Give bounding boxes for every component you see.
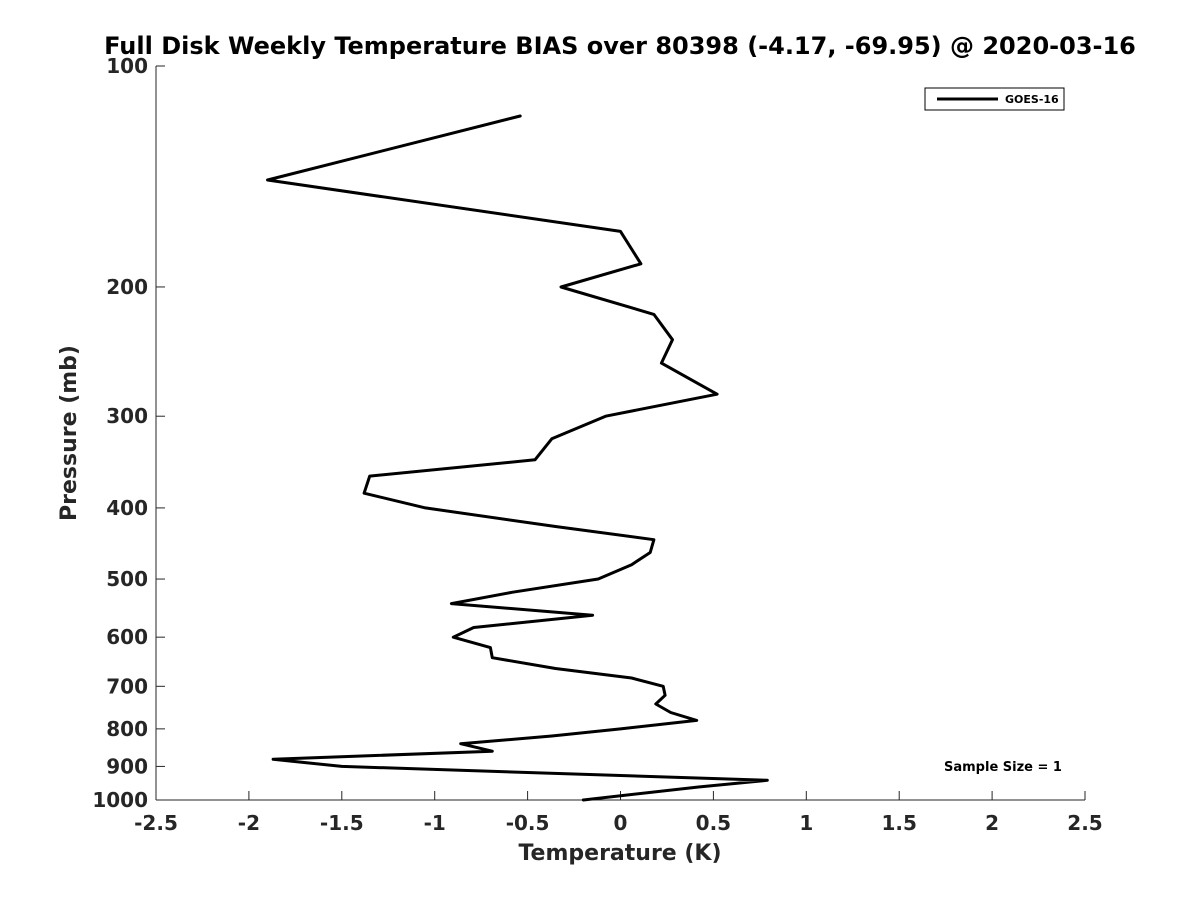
y-tick-label: 200 — [106, 275, 148, 299]
y-tick-label: 100 — [106, 54, 148, 78]
y-tick-label: 800 — [106, 717, 148, 741]
series-layer — [266, 114, 769, 802]
x-tick-label: 0.5 — [696, 811, 731, 835]
y-tick-label: 500 — [106, 567, 148, 591]
x-tick-label: 2 — [985, 811, 999, 835]
y-tick-label: 700 — [106, 674, 148, 698]
x-tick-label: -0.5 — [506, 811, 550, 835]
legend: GOES-16 — [924, 87, 1065, 111]
plot-axes — [155, 66, 1085, 801]
series-line-goes-16 — [266, 114, 769, 802]
x-axis-label: Temperature (K) — [518, 841, 721, 866]
y-tick-label: 400 — [106, 496, 148, 520]
x-axis-ticks: -2.5 -2 -1.5 -1 -0.5 0 0.5 1 1.5 2 2.5 — [134, 791, 1103, 835]
y-tick-label: 300 — [106, 404, 148, 428]
x-tick-label: -1.5 — [320, 811, 364, 835]
y-tick-label: 600 — [106, 625, 148, 649]
y-tick-label: 900 — [106, 754, 148, 778]
legend-label-goes-16: GOES-16 — [1005, 93, 1059, 106]
y-tick-label: 1000 — [92, 788, 148, 812]
y-axis-ticks: 100 200 300 400 500 600 700 800 900 1000 — [92, 54, 165, 812]
x-tick-label: -2.5 — [134, 811, 178, 835]
x-tick-label: 2.5 — [1067, 811, 1102, 835]
y-axis-label: Pressure (mb) — [57, 345, 82, 521]
chart-title: Full Disk Weekly Temperature BIAS over 8… — [104, 32, 1136, 60]
x-tick-label: -1 — [424, 811, 446, 835]
sample-size-annotation: Sample Size = 1 — [944, 760, 1062, 775]
x-tick-label: 1 — [799, 811, 813, 835]
x-tick-label: 0 — [614, 811, 628, 835]
x-tick-label: 1.5 — [881, 811, 916, 835]
x-tick-label: -2 — [238, 811, 260, 835]
